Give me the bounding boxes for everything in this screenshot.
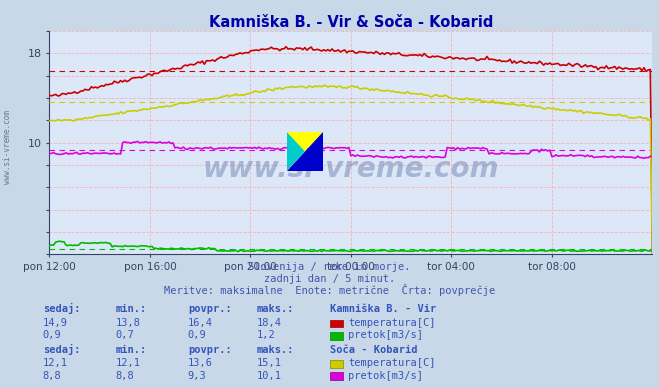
Text: 8,8: 8,8 [115, 371, 134, 381]
Text: 18,4: 18,4 [257, 318, 282, 328]
Text: 13,8: 13,8 [115, 318, 140, 328]
Text: 8,8: 8,8 [43, 371, 61, 381]
Text: min.:: min.: [115, 304, 146, 314]
Text: temperatura[C]: temperatura[C] [348, 318, 436, 328]
Text: 0,9: 0,9 [43, 330, 61, 340]
Text: Kamniška B. - Vir: Kamniška B. - Vir [330, 304, 436, 314]
Text: min.:: min.: [115, 345, 146, 355]
Text: 12,1: 12,1 [43, 358, 68, 368]
Text: povpr.:: povpr.: [188, 345, 231, 355]
Title: Kamniška B. - Vir & Soča - Kobarid: Kamniška B. - Vir & Soča - Kobarid [209, 15, 493, 30]
Text: Slovenija / reke in morje.: Slovenija / reke in morje. [248, 262, 411, 272]
Polygon shape [287, 132, 323, 171]
Text: 13,6: 13,6 [188, 358, 213, 368]
Text: temperatura[C]: temperatura[C] [348, 358, 436, 368]
Text: zadnji dan / 5 minut.: zadnji dan / 5 minut. [264, 274, 395, 284]
Text: pretok[m3/s]: pretok[m3/s] [348, 330, 423, 340]
Text: 9,3: 9,3 [188, 371, 206, 381]
Text: www.si-vreme.com: www.si-vreme.com [3, 111, 13, 184]
Text: 10,1: 10,1 [257, 371, 282, 381]
Text: sedaj:: sedaj: [43, 344, 80, 355]
Text: sedaj:: sedaj: [43, 303, 80, 314]
Text: Soča - Kobarid: Soča - Kobarid [330, 345, 417, 355]
Text: 16,4: 16,4 [188, 318, 213, 328]
Polygon shape [287, 132, 323, 171]
Text: maks.:: maks.: [257, 345, 295, 355]
Text: pretok[m3/s]: pretok[m3/s] [348, 371, 423, 381]
Text: www.si-vreme.com: www.si-vreme.com [203, 155, 499, 184]
Text: 1,2: 1,2 [257, 330, 275, 340]
Text: Meritve: maksimalne  Enote: metrične  Črta: povprečje: Meritve: maksimalne Enote: metrične Črta… [164, 284, 495, 296]
Text: 12,1: 12,1 [115, 358, 140, 368]
Text: povpr.:: povpr.: [188, 304, 231, 314]
Text: 0,9: 0,9 [188, 330, 206, 340]
Text: maks.:: maks.: [257, 304, 295, 314]
Text: 14,9: 14,9 [43, 318, 68, 328]
Text: 0,7: 0,7 [115, 330, 134, 340]
Text: 15,1: 15,1 [257, 358, 282, 368]
Polygon shape [287, 132, 304, 171]
